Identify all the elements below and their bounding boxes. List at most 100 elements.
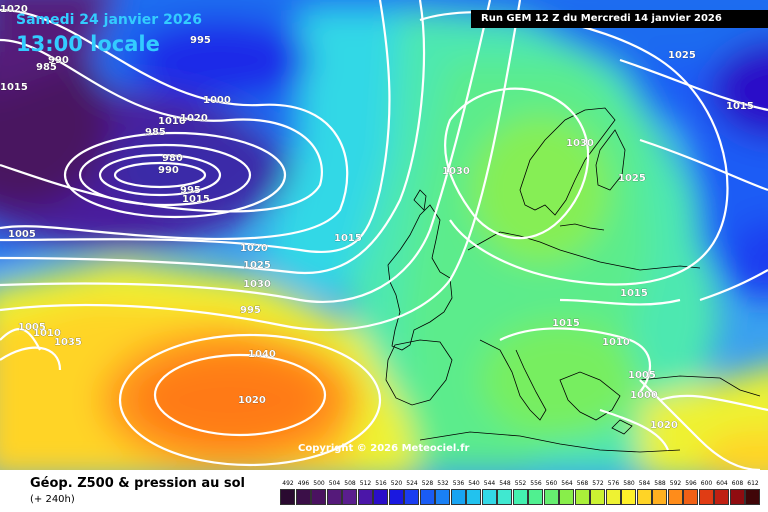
scale-label: 544 bbox=[483, 480, 496, 487]
scale-label: 504 bbox=[328, 480, 341, 487]
scale-swatch bbox=[574, 489, 590, 505]
isobar-label: 1005 bbox=[8, 229, 36, 240]
scale-swatch bbox=[714, 489, 729, 505]
isobar-label: 1030 bbox=[566, 138, 594, 149]
scale-label: 516 bbox=[375, 480, 387, 487]
scale-label: 592 bbox=[669, 480, 682, 487]
scale-label: 520 bbox=[390, 480, 403, 487]
valid-date: Samedi 24 janvier 2026 bbox=[16, 12, 203, 28]
color-scale bbox=[280, 489, 760, 505]
scale-swatch bbox=[512, 489, 528, 505]
copyright-text: Copyright © 2026 Meteociel.fr bbox=[298, 443, 470, 454]
scale-swatch bbox=[450, 489, 466, 505]
isobar-label: 1005 bbox=[18, 322, 46, 333]
isobar-label: 1025 bbox=[243, 260, 271, 271]
scale-swatch bbox=[280, 489, 295, 505]
isobar-label: 990 bbox=[48, 55, 69, 66]
scale-swatch bbox=[497, 489, 512, 505]
run-info-banner: Run GEM 12 Z du Mercredi 14 janvier 2026 bbox=[471, 10, 768, 28]
scale-swatch bbox=[528, 489, 543, 505]
scale-label: 512 bbox=[359, 480, 372, 487]
scale-swatch bbox=[605, 489, 621, 505]
scale-swatch bbox=[729, 489, 745, 505]
scale-label: 600 bbox=[700, 480, 713, 487]
isobar-label: 1015 bbox=[0, 82, 28, 93]
isobar-label: 1035 bbox=[54, 337, 82, 348]
scale-label: 532 bbox=[437, 480, 449, 487]
scale-label: 576 bbox=[607, 480, 620, 487]
isobar-label: 1015 bbox=[726, 101, 754, 112]
isobar-label: 1015 bbox=[552, 318, 580, 329]
isobar-label: 995 bbox=[180, 185, 201, 196]
scale-label: 608 bbox=[731, 480, 744, 487]
scale-swatch bbox=[543, 489, 559, 505]
scale-swatch bbox=[419, 489, 435, 505]
isobar-label: 1020 bbox=[650, 420, 678, 431]
isobar-labels: 1020 995 990 985 1015 1000 1010 1020 985… bbox=[0, 4, 754, 431]
isobar-label: 1020 bbox=[0, 4, 28, 15]
scale-swatch bbox=[435, 489, 450, 505]
scale-swatch bbox=[652, 489, 667, 505]
scale-swatch bbox=[357, 489, 373, 505]
scale-label: 528 bbox=[421, 480, 434, 487]
scale-swatch bbox=[636, 489, 652, 505]
isobar-label: 1010 bbox=[33, 328, 61, 339]
isobar-label: 1000 bbox=[630, 390, 658, 401]
scale-swatch bbox=[698, 489, 714, 505]
scale-swatch bbox=[373, 489, 388, 505]
weather-map: 1020 995 990 985 1015 1000 1010 1020 985… bbox=[0, 0, 768, 470]
scale-label: 580 bbox=[623, 480, 635, 487]
isobar-label: 1020 bbox=[180, 113, 208, 124]
scale-label: 548 bbox=[499, 480, 511, 487]
scale-label: 564 bbox=[561, 480, 573, 487]
isobar-label: 1010 bbox=[158, 116, 186, 127]
isobar-label: 1025 bbox=[668, 50, 696, 61]
isobar-label: 985 bbox=[145, 127, 166, 138]
scale-swatch bbox=[342, 489, 357, 505]
scale-swatch bbox=[466, 489, 481, 505]
isobar-label: 980 bbox=[162, 153, 183, 164]
scale-swatch bbox=[621, 489, 636, 505]
legend-subtitle: (+ 240h) bbox=[30, 494, 75, 505]
scale-swatch bbox=[404, 489, 419, 505]
scale-label: 612 bbox=[747, 480, 759, 487]
geopotential-field: 1020 995 990 985 1015 1000 1010 1020 985… bbox=[0, 0, 768, 470]
scale-swatch bbox=[683, 489, 698, 505]
scale-label: 560 bbox=[545, 480, 558, 487]
isobar-label: 990 bbox=[158, 165, 179, 176]
scale-swatch bbox=[295, 489, 311, 505]
valid-time: 13:00 locale bbox=[16, 32, 160, 56]
scale-swatch bbox=[590, 489, 605, 505]
isobar-label: 1015 bbox=[620, 288, 648, 299]
scale-swatch bbox=[559, 489, 574, 505]
scale-swatch bbox=[326, 489, 342, 505]
scale-label: 552 bbox=[514, 480, 527, 487]
isobar-label: 1020 bbox=[238, 395, 266, 406]
isobar-label: 1010 bbox=[602, 337, 630, 348]
isobars bbox=[0, 0, 768, 470]
isobar-label: 1025 bbox=[618, 173, 646, 184]
scale-label: 496 bbox=[297, 480, 310, 487]
coastlines bbox=[385, 107, 761, 453]
color-scale-labels: 492 496 500 504 508 512 516 520 524 528 532 536 540 5… bbox=[280, 480, 760, 490]
scale-label: 508 bbox=[344, 480, 356, 487]
scale-label: 584 bbox=[638, 480, 651, 487]
scale-label: 596 bbox=[685, 480, 697, 487]
scale-label: 492 bbox=[282, 480, 294, 487]
scale-label: 540 bbox=[468, 480, 480, 487]
isobar-label: 1000 bbox=[203, 95, 231, 106]
scale-label: 604 bbox=[716, 480, 728, 487]
isobar-label: 1005 bbox=[628, 370, 656, 381]
legend-title: Géop. Z500 & pression au sol bbox=[30, 476, 245, 491]
scale-swatch bbox=[481, 489, 497, 505]
isobar-label: 1015 bbox=[334, 233, 362, 244]
isobar-label: 1040 bbox=[248, 349, 276, 360]
scale-swatch bbox=[311, 489, 326, 505]
scale-label: 572 bbox=[592, 480, 604, 487]
scale-label: 568 bbox=[576, 480, 589, 487]
isobar-label: 985 bbox=[36, 62, 57, 73]
scale-label: 536 bbox=[452, 480, 465, 487]
scale-swatch bbox=[745, 489, 760, 505]
isobar-label: 995 bbox=[190, 35, 211, 46]
